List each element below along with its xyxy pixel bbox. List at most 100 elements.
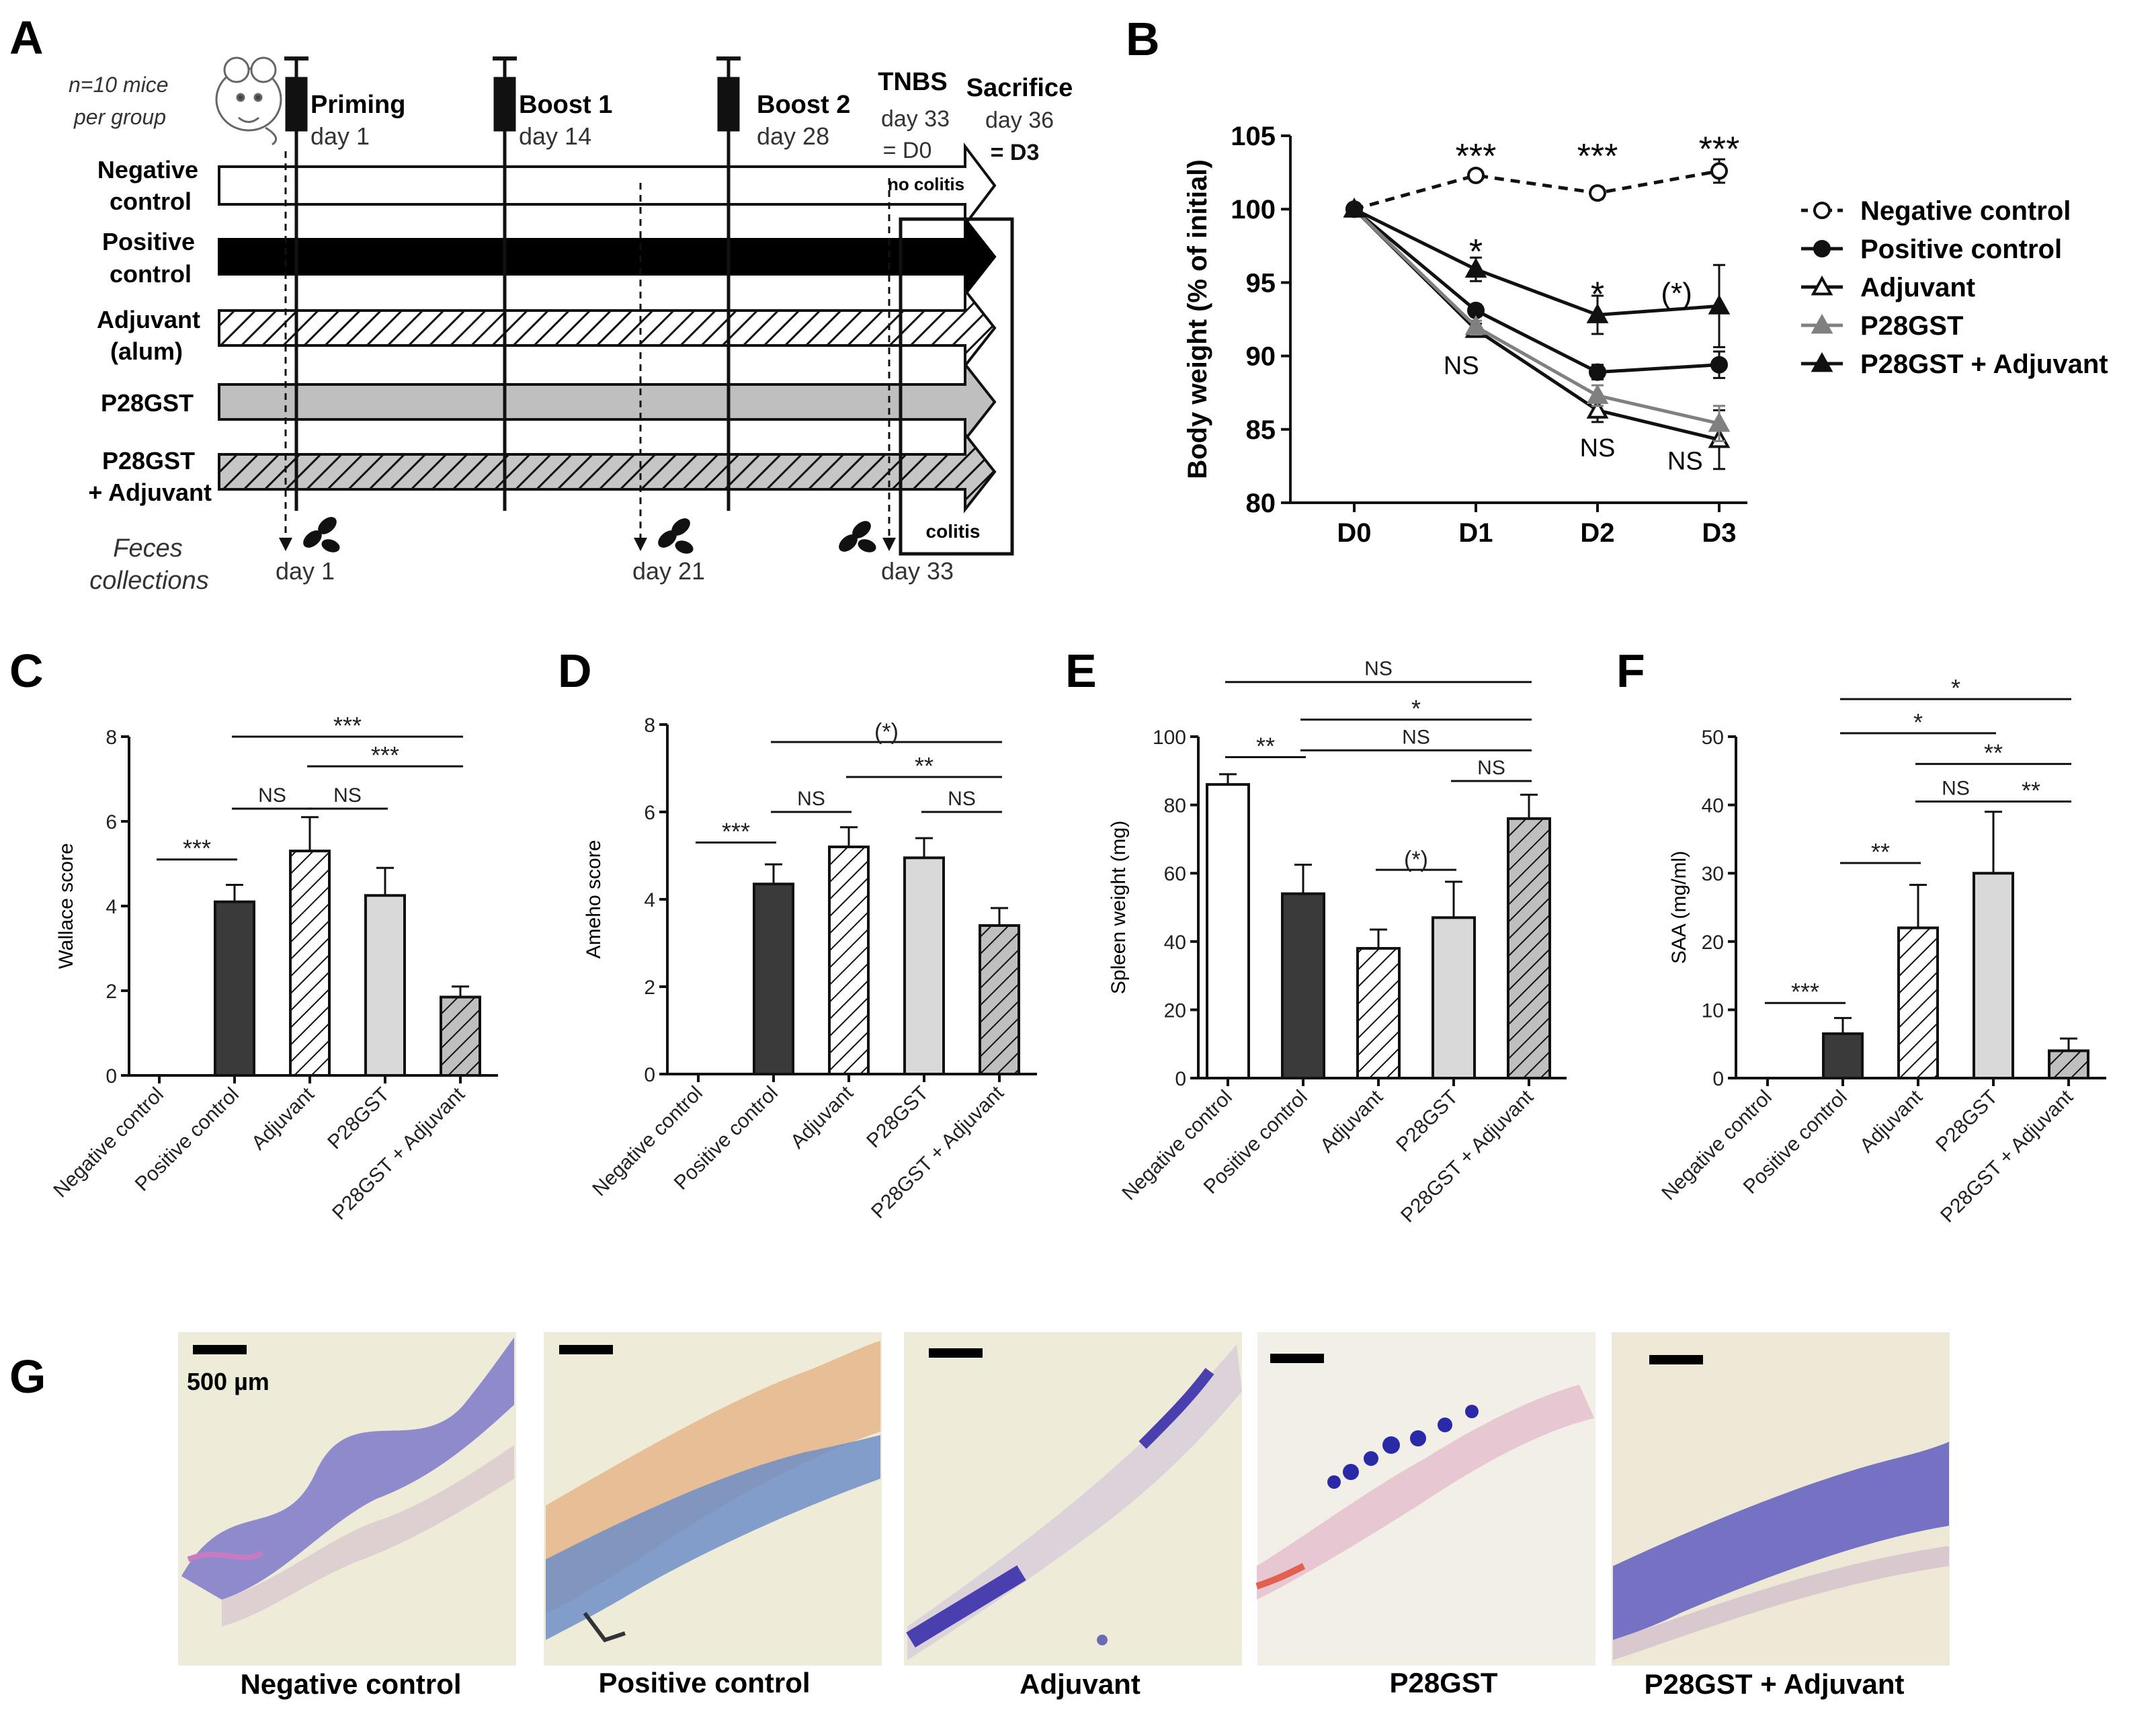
b-annotation-3: * (1469, 233, 1483, 272)
e-comparison-label-3: NS (1402, 726, 1430, 748)
b-point-negative-control-1 (1467, 166, 1485, 184)
c-bar-p28gst (364, 894, 406, 1077)
b-point-p28gst-1 (1464, 315, 1487, 335)
colitis-box (899, 217, 1014, 556)
d-y-tick-label-2: 2 (644, 977, 655, 999)
e-comparison-label-1: (*) (1404, 847, 1428, 872)
e-y-tick-label-100: 100 (1153, 727, 1186, 749)
histology-negative-control: 500 µm (178, 1332, 516, 1666)
b-y-tick-label-85: 85 (1246, 415, 1276, 445)
event-boost2: Boost 2 (757, 91, 850, 119)
arrow-positive-control (218, 215, 997, 298)
b-y-tick-label-95: 95 (1246, 268, 1276, 298)
b-point-p28gst-adjuvant-3 (1708, 294, 1731, 315)
b-series-negative-control (1345, 158, 1728, 218)
c-comparison-label-2: NS (333, 784, 362, 807)
b-annotation-4: * (1591, 276, 1604, 315)
f-comparison-label-3: NS (1942, 778, 1970, 800)
caption-p28gst: P28GST (1389, 1667, 1497, 1698)
event-tnbs: TNBS (878, 68, 947, 96)
d-x-tick-label-p28gst-adjuvant: P28GST + Adjuvant (867, 1081, 1008, 1223)
d-x-tick-label-adjuvant: Adjuvant (786, 1081, 858, 1153)
b-y-tick-label-100: 100 (1231, 195, 1276, 224)
event-tnbs-d0: = D0 (883, 138, 932, 163)
group-label-combo-1: P28GST (102, 447, 195, 475)
b-legend-label-p28gst: P28GST (1860, 311, 1963, 341)
b-series-p28gst (1343, 198, 1731, 442)
group-label-p28gst: P28GST (101, 389, 194, 417)
c-y-axis-label: Wallace score (55, 843, 77, 969)
b-legend-marker-negative-control (1813, 202, 1831, 219)
caption-p28gst-adjuvant: P28GST + Adjuvant (1644, 1668, 1904, 1700)
panel-e-letter: E (1065, 645, 1097, 697)
d-y-tick-label-6: 6 (644, 802, 655, 824)
b-legend-label-positive-control: Positive control (1860, 235, 2062, 264)
event-boost1: Boost 1 (519, 91, 612, 119)
e-bar-p28gst (1432, 916, 1476, 1079)
c-x-tick-label-p28gst: P28GST (323, 1083, 394, 1154)
c-bar-positive-control (214, 900, 255, 1077)
group-label-adjuvant-2: (alum) (110, 337, 183, 365)
b-point-positive-control-3 (1710, 356, 1728, 374)
f-y-tick-label-50: 50 (1702, 727, 1724, 749)
b-legend-label-adjuvant: Adjuvant (1860, 273, 1975, 302)
panel-b-letter: B (1126, 13, 1160, 65)
arrow-p28gst (218, 360, 997, 444)
c-bar-p28gst-adjuvant (440, 995, 481, 1077)
c-y-tick-label-4: 4 (106, 896, 117, 918)
b-line-adjuvant (1353, 208, 1720, 442)
feces-label-1: Feces (113, 534, 182, 563)
f-comparison-label-0: *** (1791, 978, 1819, 1006)
e-bar-positive-control (1281, 892, 1325, 1080)
b-legend-marker-p28gst-adjuvant (1811, 352, 1833, 372)
caption-adjuvant: Adjuvant (1020, 1668, 1141, 1700)
f-bar-p28gst-adjuvant (2048, 1049, 2089, 1079)
e-comparison-label-2: NS (1477, 757, 1505, 779)
group-label-adjuvant-1: Adjuvant (97, 306, 200, 333)
f-x-tick-label-p28gst: P28GST (1932, 1086, 2002, 1157)
b-point-p28gst-adjuvant-0 (1343, 198, 1366, 218)
histology-p28gst-adjuvant (1612, 1332, 1950, 1666)
b-point-adjuvant-2 (1586, 399, 1609, 419)
b-series-p28gst-adjuvant (1343, 198, 1731, 348)
e-x-tick-label-p28gst: P28GST (1392, 1086, 1462, 1157)
b-point-p28gst-2 (1586, 384, 1609, 404)
d-x-tick-label-p28gst: P28GST (862, 1082, 933, 1153)
feces-day-1: day 1 (276, 557, 335, 585)
f-y-tick-label-30: 30 (1702, 863, 1724, 885)
caption-positive-control: Positive control (598, 1667, 810, 1698)
arrow-adjuvant (218, 286, 997, 370)
group-label-positive-1: Positive (102, 228, 195, 255)
c-x-tick-label-p28gst-adjuvant: P28GST + Adjuvant (328, 1083, 469, 1224)
e-bar-adjuvant (1356, 946, 1401, 1079)
histology-positive-control (544, 1332, 882, 1666)
b-point-negative-control-3 (1710, 162, 1728, 180)
f-bar-adjuvant (1897, 926, 1939, 1079)
d-bar-p28gst (903, 856, 945, 1075)
b-line-positive-control (1353, 208, 1720, 374)
f-y-axis-label: SAA (mg/ml) (1668, 851, 1690, 964)
panel-a: A n=10 mice per group Priming day (9, 11, 1073, 595)
scale-bar-label: 500 µm (187, 1368, 270, 1395)
c-y-tick-label-2: 2 (106, 981, 117, 1003)
b-x-tick-label-d3: D3 (1702, 518, 1736, 548)
d-y-tick-label-4: 4 (644, 889, 655, 911)
b-annotation-1: *** (1577, 137, 1618, 176)
c-comparison-label-0: *** (183, 835, 211, 862)
e-y-tick-label-80: 80 (1164, 795, 1186, 817)
event-priming: Priming (310, 91, 405, 119)
event-boost1-day: day 14 (519, 122, 591, 150)
body-weight-chart: 80 85 90 95 100 105 D0 D1 D2 D3 Body weight (% of … (1183, 122, 2108, 548)
b-annotation-6: NS (1444, 352, 1479, 380)
f-y-tick-label-20: 20 (1702, 932, 1724, 954)
feces-day-33: day 33 (881, 557, 954, 585)
panel-a-letter: A (9, 11, 44, 64)
panel-g: G 500 µm (9, 1332, 1950, 1700)
b-x-tick-label-d2: D2 (1580, 518, 1614, 548)
c-bar-adjuvant (289, 850, 331, 1077)
